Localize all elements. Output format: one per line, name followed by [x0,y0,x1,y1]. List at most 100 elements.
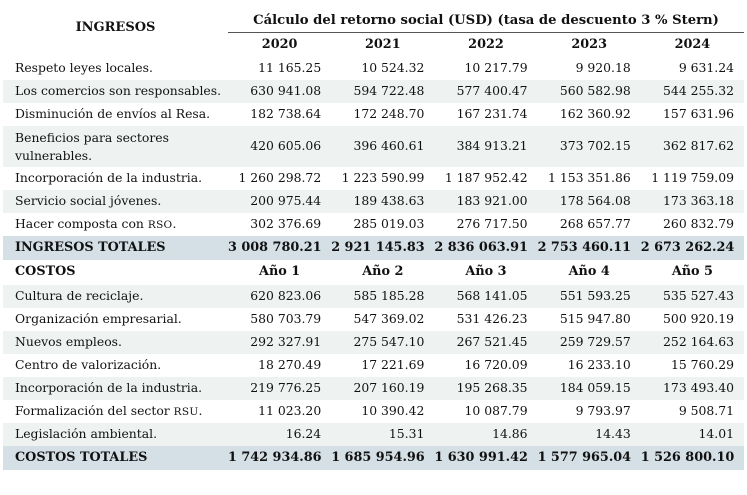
row-label: Beneficios para sectores vulnerables. [3,126,229,167]
cell-value: 162 360.92 [559,106,631,122]
cell-value: 560 582.98 [537,80,641,103]
cell-value: 620 823.06 [228,285,332,308]
cell-value: 1 119 759.09 [651,170,734,186]
cell-value: 252 164.63 [640,331,744,354]
cell-value: 10 087.79 [464,403,528,419]
cell-value: 580 703.79 [250,311,322,327]
total-value: 1 526 800.10 [640,446,744,470]
cell-value: 547 369.02 [353,311,425,327]
total-value: 2 753 460.11 [537,236,641,260]
row-label-suffix: . [198,403,203,419]
cell-value: 157 631.96 [663,106,734,122]
period-header: Año 3 [434,260,538,285]
cell-value: 17 221.69 [361,357,425,373]
period-header: Año 1 [228,260,332,285]
total-value: 2 673 262.24 [640,236,744,260]
row-label: Disminución de envíos al Resa. [15,106,211,122]
period-header: Año 4 [537,260,641,285]
table-row: Respeto leyes locales. 11 165.25 10 524.… [3,57,744,80]
year-header: 2021 [364,36,401,52]
table-row: Nuevos empleos. 292 327.91 275 547.10 26… [3,331,744,354]
total-value: 1 577 965.04 [537,446,641,470]
cell-value: 16 233.10 [567,357,631,373]
cell-value: 276 717.50 [456,216,528,232]
row-label: Centro de valorización. [15,357,162,373]
row-label: Servicio social jóvenes. [3,190,229,213]
row-label: Nuevos empleos. [3,331,229,354]
cell-value: 167 231.74 [456,106,528,122]
costos-header: COSTOS [3,260,229,285]
row-label: Cultura de reciclaje. [3,285,229,308]
costos-total-row: COSTOS TOTALES 1 742 934.86 1 685 954.96… [3,446,744,470]
row-label: Incorporación de la industria. [15,170,203,186]
cell-value: 259 729.57 [537,331,641,354]
cell-value: 200 975.44 [228,190,332,213]
cell-value: 10 524.32 [361,60,425,76]
cell-value: 1 153 351.86 [548,170,631,186]
cell-value: 500 920.19 [663,311,734,327]
year-header: 2022 [468,36,504,52]
cell-value: 11 165.25 [258,60,322,76]
cell-value: 9 793.97 [575,403,631,419]
cell-value: 285 019.03 [353,216,425,232]
ingresos-header: INGRESOS [3,0,229,57]
cell-value: 568 141.05 [434,285,538,308]
row-label: Legislación ambiental. [3,423,229,446]
ingresos-total-row: INGRESOS TOTALES 3 008 780.21 2 921 145.… [3,236,744,260]
cell-value: 551 593.25 [537,285,641,308]
cell-value: 14.86 [434,423,538,446]
total-label: INGRESOS TOTALES [3,236,229,260]
table-row: Cultura de reciclaje. 620 823.06 585 185… [3,285,744,308]
table-row: Centro de valorización. 18 270.49 17 221… [3,354,744,377]
row-label: Los comercios son responsables. [3,80,229,103]
cell-value: 9 920.18 [575,60,631,76]
row-label-text: Formalización del sector [15,403,174,419]
row-label: Formalización del sector RSU. [3,400,228,423]
cell-value: 384 913.21 [434,126,538,167]
cell-value: 1 260 298.72 [238,170,322,186]
row-label: Incorporación de la industria. [3,377,229,400]
total-value: 2 836 063.91 [434,236,538,260]
cell-value: 189 438.63 [331,190,435,213]
cell-value: 594 722.48 [331,80,435,103]
table-row: Formalización del sector RSU. 11 023.20 … [3,400,744,423]
row-label-acronym: RSU [173,406,199,419]
cell-value: 275 547.10 [331,331,435,354]
cell-value: 219 776.25 [228,377,332,400]
cell-value: 172 248.70 [353,106,425,122]
total-value: 1 742 934.86 [228,446,332,470]
cell-value: 9 508.71 [678,403,734,419]
cell-value: 267 521.45 [434,331,538,354]
cell-value: 195 268.35 [434,377,538,400]
period-header: Año 5 [640,260,744,285]
cell-value: 535 527.43 [640,285,744,308]
cell-value: 373 702.15 [537,126,641,167]
cell-value: 302 376.69 [250,216,322,232]
cell-value: 1 223 590.99 [341,170,425,186]
cell-value: 14.43 [537,423,641,446]
cell-value: 396 460.61 [331,126,435,167]
cell-value: 15.31 [331,423,435,446]
period-header: Año 2 [331,260,435,285]
cell-value: 577 400.47 [434,80,538,103]
row-label-acronym: RSO [147,219,173,232]
year-header: 2023 [571,36,607,52]
cell-value: 362 817.62 [640,126,744,167]
cell-value: 10 390.42 [361,403,425,419]
cell-value: 14.01 [640,423,744,446]
cell-value: 1 187 952.42 [444,170,528,186]
year-header: 2020 [261,36,298,52]
cell-value: 15 760.29 [670,357,734,373]
cell-value: 531 426.23 [456,311,528,327]
cell-value: 260 832.79 [663,216,734,232]
cell-value: 184 059.15 [537,377,641,400]
table-row: Organización empresarial. 580 703.79 547… [3,308,744,331]
table-row: Incorporación de la industria. 219 776.2… [3,377,744,400]
table-row: Disminución de envíos al Resa. 182 738.6… [3,103,744,126]
cell-value: 9 631.24 [678,60,734,76]
cell-value: 183 921.00 [434,190,538,213]
cell-value: 16 720.09 [464,357,528,373]
social-return-table: INGRESOS Cálculo del retorno social (USD… [3,0,744,470]
cell-value: 10 217.79 [464,60,528,76]
